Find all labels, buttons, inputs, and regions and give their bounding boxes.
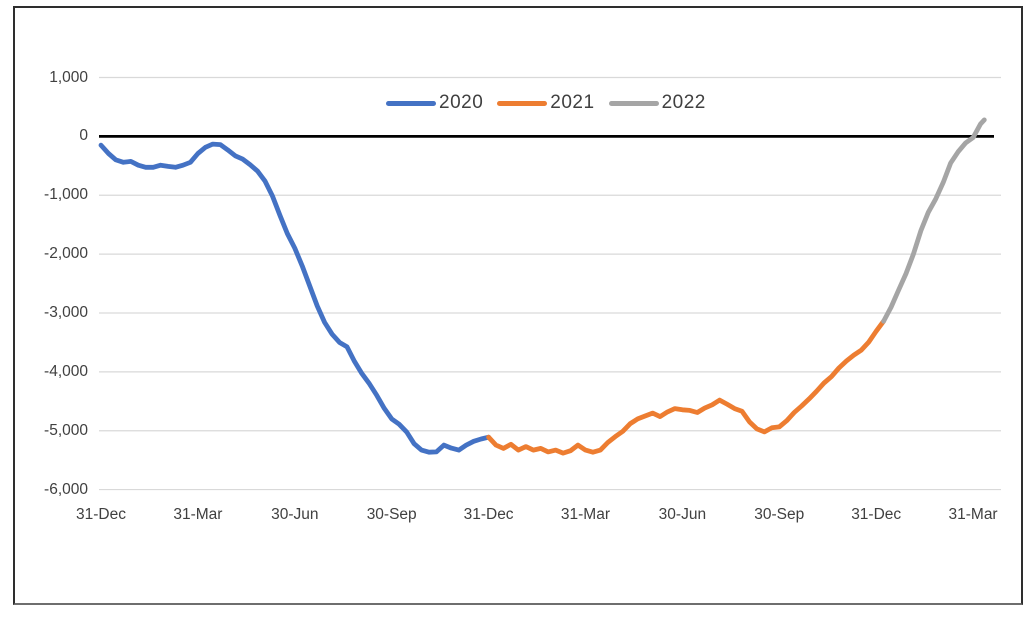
legend-label-2021: 2021 [550,92,595,113]
x-tick-label: 31-Mar [560,506,611,523]
chart-legend: 2020 2021 2022 [386,92,706,114]
y-tick-label: 1,000 [49,68,88,86]
legend-item-2022: 2022 [608,92,706,114]
x-tick-label: 31-Mar [948,506,998,523]
x-tick-label: 31-Mar [173,506,223,523]
y-tick-label: -6,000 [44,480,88,498]
x-tick-label: 30-Jun [658,506,707,523]
legend-item-2021: 2021 [497,92,594,114]
x-tick-label: 30-Sep [366,506,417,523]
image-frame-border [13,6,1023,605]
y-tick-label: -1,000 [44,186,88,204]
x-tick-label: 31-Dec [463,506,514,523]
legend-swatch-2022-icon [608,100,659,106]
y-tick-label: -5,000 [44,421,88,439]
y-tick-label: -3,000 [44,303,88,321]
x-tick-label: 31-Dec [851,506,902,523]
x-tick-label: 31-Dec [76,506,126,523]
series-line-2020 [98,141,492,455]
legend-swatch-2020-icon [386,100,436,106]
legend-swatch-2021-icon [497,100,548,106]
legend-item-2020: 2020 [386,92,483,114]
x-tick-label: 30-Jun [271,506,319,523]
series-line-2021 [486,318,886,456]
y-tick-label: 0 [79,127,88,145]
y-tick-label: -2,000 [44,245,88,263]
x-tick-label: 30-Sep [754,506,805,523]
legend-label-2022: 2022 [661,92,706,113]
y-tick-label: -4,000 [44,362,88,380]
legend-label-2020: 2020 [439,92,484,113]
series-line-2022 [881,117,987,324]
